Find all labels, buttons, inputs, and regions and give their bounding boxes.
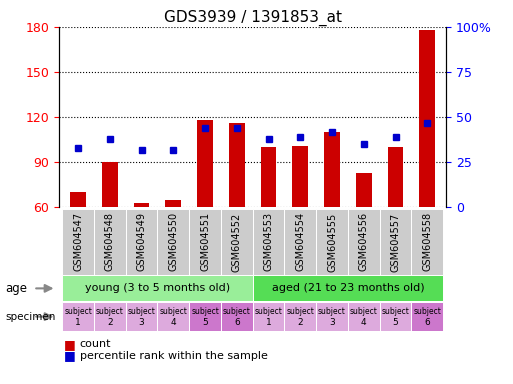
Bar: [157, 302, 189, 331]
Text: subject: subject: [223, 307, 251, 316]
Text: subject: subject: [96, 307, 124, 316]
Bar: [356, 173, 372, 207]
Bar: [229, 123, 245, 207]
Bar: [253, 275, 443, 301]
Bar: [388, 147, 403, 207]
Text: GSM604555: GSM604555: [327, 212, 337, 271]
Text: 5: 5: [392, 318, 399, 328]
Text: 6: 6: [424, 318, 430, 328]
Bar: [411, 209, 443, 275]
Bar: [284, 302, 316, 331]
Bar: [126, 209, 157, 275]
Bar: [221, 302, 253, 331]
Bar: [62, 275, 253, 301]
Text: GSM604552: GSM604552: [232, 212, 242, 271]
Text: subject: subject: [191, 307, 219, 316]
Text: 1: 1: [75, 318, 81, 328]
Text: GSM604550: GSM604550: [168, 212, 179, 271]
Text: subject: subject: [128, 307, 155, 316]
Text: 6: 6: [234, 318, 240, 328]
Text: subject: subject: [350, 307, 378, 316]
Text: GSM604553: GSM604553: [264, 212, 273, 271]
Text: 1: 1: [266, 318, 271, 328]
Bar: [253, 209, 284, 275]
Bar: [284, 209, 316, 275]
Text: 3: 3: [329, 318, 335, 328]
Text: GSM604551: GSM604551: [200, 212, 210, 271]
Text: ■: ■: [64, 349, 76, 362]
Bar: [102, 162, 117, 207]
Text: count: count: [80, 339, 111, 349]
Text: GSM604548: GSM604548: [105, 212, 115, 271]
Text: subject: subject: [64, 307, 92, 316]
Text: GSM604549: GSM604549: [136, 212, 147, 271]
Text: age: age: [5, 282, 27, 295]
Text: GSM604557: GSM604557: [390, 212, 401, 271]
Bar: [133, 203, 149, 207]
Text: 2: 2: [298, 318, 303, 328]
Bar: [348, 209, 380, 275]
Bar: [292, 146, 308, 207]
Text: subject: subject: [382, 307, 409, 316]
Text: 4: 4: [170, 318, 176, 328]
Text: GSM604556: GSM604556: [359, 212, 369, 271]
Text: subject: subject: [318, 307, 346, 316]
Text: 5: 5: [202, 318, 208, 328]
Bar: [221, 209, 253, 275]
Bar: [94, 302, 126, 331]
Text: subject: subject: [286, 307, 314, 316]
Bar: [324, 132, 340, 207]
Text: ■: ■: [64, 338, 76, 351]
Text: young (3 to 5 months old): young (3 to 5 months old): [85, 283, 230, 293]
Bar: [62, 209, 94, 275]
Text: subject: subject: [160, 307, 187, 316]
Bar: [189, 302, 221, 331]
Text: aged (21 to 23 months old): aged (21 to 23 months old): [271, 283, 424, 293]
Bar: [62, 302, 94, 331]
Bar: [316, 209, 348, 275]
Bar: [261, 147, 277, 207]
Bar: [197, 120, 213, 207]
Bar: [189, 209, 221, 275]
Text: 2: 2: [107, 318, 112, 328]
Bar: [253, 302, 284, 331]
Bar: [165, 200, 181, 207]
Text: percentile rank within the sample: percentile rank within the sample: [80, 351, 267, 361]
Text: 4: 4: [361, 318, 367, 328]
Title: GDS3939 / 1391853_at: GDS3939 / 1391853_at: [164, 9, 342, 25]
Text: GSM604547: GSM604547: [73, 212, 83, 271]
Bar: [70, 192, 86, 207]
Bar: [348, 302, 380, 331]
Text: subject: subject: [413, 307, 441, 316]
Text: subject: subject: [254, 307, 283, 316]
Bar: [419, 30, 435, 207]
Bar: [157, 209, 189, 275]
Bar: [380, 209, 411, 275]
Bar: [126, 302, 157, 331]
Text: specimen: specimen: [5, 311, 55, 322]
Bar: [316, 302, 348, 331]
Text: GSM604558: GSM604558: [422, 212, 432, 271]
Bar: [411, 302, 443, 331]
Bar: [380, 302, 411, 331]
Bar: [94, 209, 126, 275]
Text: 3: 3: [139, 318, 145, 328]
Text: GSM604554: GSM604554: [295, 212, 305, 271]
